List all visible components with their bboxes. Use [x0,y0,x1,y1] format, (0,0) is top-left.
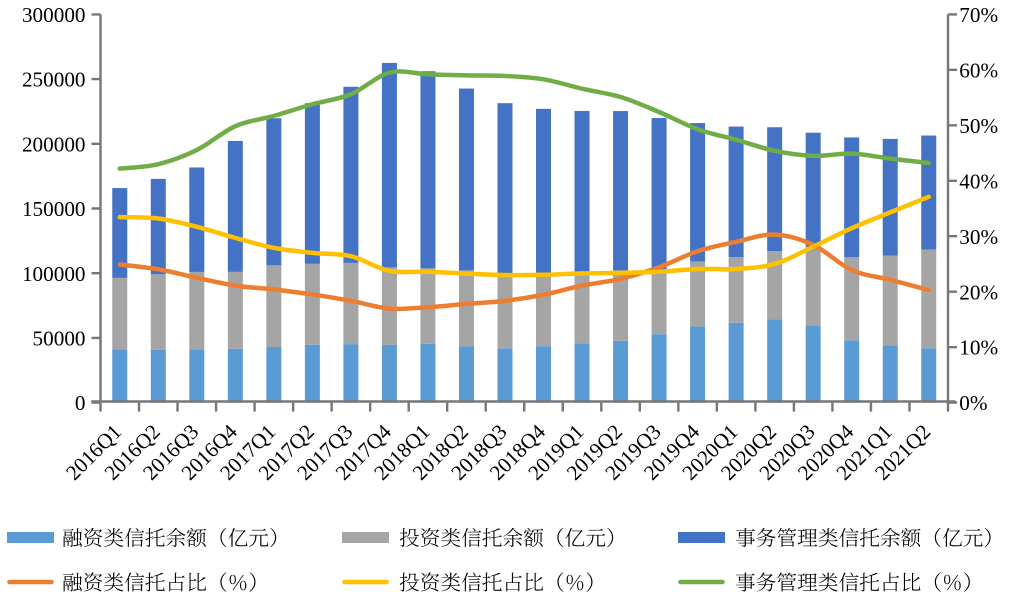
svg-text:300000: 300000 [22,3,86,27]
svg-text:10%: 10% [959,336,998,360]
svg-text:0%: 0% [959,391,987,415]
svg-text:60%: 60% [959,58,998,82]
svg-text:30%: 30% [959,225,998,249]
svg-text:20%: 20% [959,280,998,304]
svg-text:0: 0 [75,391,86,415]
svg-text:70%: 70% [959,3,998,27]
svg-text:250000: 250000 [22,68,86,92]
svg-text:100000: 100000 [22,262,86,286]
svg-text:50000: 50000 [33,327,86,351]
svg-text:200000: 200000 [22,132,86,156]
svg-text:150000: 150000 [22,197,86,221]
svg-text:50%: 50% [959,114,998,138]
svg-text:40%: 40% [959,169,998,193]
